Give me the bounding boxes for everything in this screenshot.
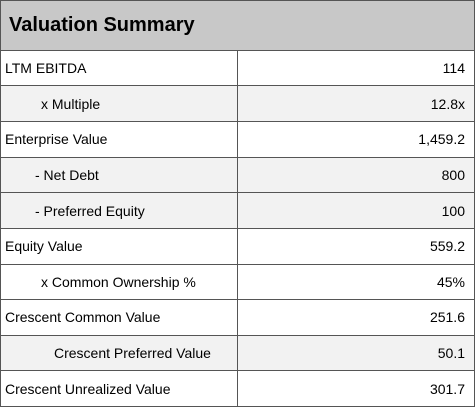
table-row-common-ownership: x Common Ownership % 45%	[0, 263, 475, 301]
row-label: LTM EBITDA	[0, 49, 238, 87]
table-header-row: Valuation Summary	[0, 0, 475, 51]
row-value: 301.7	[237, 370, 475, 407]
table-row-enterprise-value: Enterprise Value 1,459.2	[0, 121, 475, 158]
row-label: - Net Debt	[0, 156, 238, 194]
table-row-crescent-preferred-value: Crescent Preferred Value 50.1	[0, 334, 475, 372]
row-value: 45%	[237, 263, 475, 301]
row-value: 50.1	[237, 334, 475, 372]
row-value: 559.2	[237, 227, 475, 265]
row-label: x Common Ownership %	[0, 263, 238, 301]
table-row-crescent-unrealized-value: Crescent Unrealized Value 301.7	[0, 370, 475, 407]
row-value: 1,459.2	[237, 121, 475, 158]
table-title: Valuation Summary	[0, 0, 475, 51]
row-value: 114	[237, 49, 475, 87]
row-value: 12.8x	[237, 85, 475, 123]
row-label: Enterprise Value	[0, 121, 238, 158]
row-label: Crescent Preferred Value	[0, 334, 238, 372]
table-row-equity-value: Equity Value 559.2	[0, 227, 475, 265]
row-label: Crescent Common Value	[0, 299, 238, 336]
row-value: 800	[237, 156, 475, 194]
row-label: x Multiple	[0, 85, 238, 123]
table-row-multiple: x Multiple 12.8x	[0, 85, 475, 123]
row-label: - Preferred Equity	[0, 192, 238, 229]
table-row-crescent-common-value: Crescent Common Value 251.6	[0, 299, 475, 336]
table-row-preferred-equity: - Preferred Equity 100	[0, 192, 475, 229]
table-row-net-debt: - Net Debt 800	[0, 156, 475, 194]
row-label: Crescent Unrealized Value	[0, 370, 238, 407]
row-label: Equity Value	[0, 227, 238, 265]
table-row-ltm-ebitda: LTM EBITDA 114	[0, 49, 475, 87]
row-value: 251.6	[237, 299, 475, 336]
row-value: 100	[237, 192, 475, 229]
